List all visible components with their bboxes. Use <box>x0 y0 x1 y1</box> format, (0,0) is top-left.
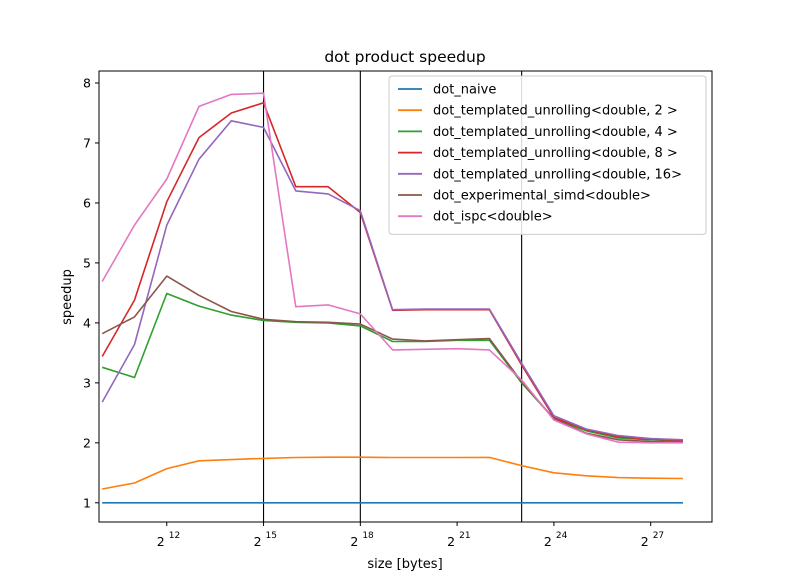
y-tick-label: 8 <box>83 75 91 90</box>
y-tick-label: 7 <box>83 135 91 150</box>
x-tick-label: 2 <box>641 534 649 549</box>
x-tick-label: 2 <box>254 534 262 549</box>
x-axis: 2 12 2 15 2 18 2 21 2 24 2 27 <box>157 522 664 549</box>
legend-entry-5: dot_experimental_simd<double> <box>433 189 651 204</box>
y-tick-label: 4 <box>83 315 91 330</box>
x-tick-exponent: 21 <box>459 531 470 541</box>
series-line-2 <box>101 292 684 442</box>
x-tick-exponent: 18 <box>362 531 374 541</box>
series-line-6 <box>101 92 683 444</box>
x-tick-label: 2 <box>157 534 165 549</box>
y-axis-label: speedup <box>60 269 75 325</box>
x-tick-label: 2 <box>447 534 455 549</box>
legend-entry-4: dot_templated_unrolling<double, 16> <box>433 167 682 182</box>
y-tick-label: 6 <box>83 195 91 210</box>
chart-title: dot product speedup <box>324 48 485 66</box>
legend: dot_naive dot_templated_unrolling<double,… <box>388 75 707 235</box>
y-axis: 1 2 3 4 5 6 7 8 <box>83 75 99 510</box>
series-line-1 <box>102 456 684 490</box>
legend-entry-0: dot_naive <box>433 83 496 98</box>
y-tick-label: 1 <box>83 495 91 510</box>
x-tick-exponent: 12 <box>169 531 180 541</box>
legend-entry-2: dot_templated_unrolling<double, 4 > <box>433 125 678 140</box>
y-tick-label: 5 <box>83 255 91 270</box>
x-tick-exponent: 15 <box>266 531 277 541</box>
x-tick-exponent: 27 <box>653 531 664 541</box>
legend-box <box>388 75 707 235</box>
legend-entry-3: dot_templated_unrolling<double, 8 > <box>433 146 678 161</box>
x-tick-exponent: 24 <box>556 531 568 541</box>
y-tick-label: 3 <box>83 375 91 390</box>
x-axis-label: size [bytes] <box>367 557 442 572</box>
x-tick-label: 2 <box>544 534 552 549</box>
legend-entry-6: dot_ispc<double> <box>433 210 553 225</box>
axes-frame <box>98 70 713 523</box>
y-tick-label: 2 <box>83 435 91 450</box>
legend-entry-1: dot_templated_unrolling<double, 2 > <box>433 104 678 119</box>
x-tick-label: 2 <box>350 534 358 549</box>
series-line-4 <box>101 120 684 441</box>
